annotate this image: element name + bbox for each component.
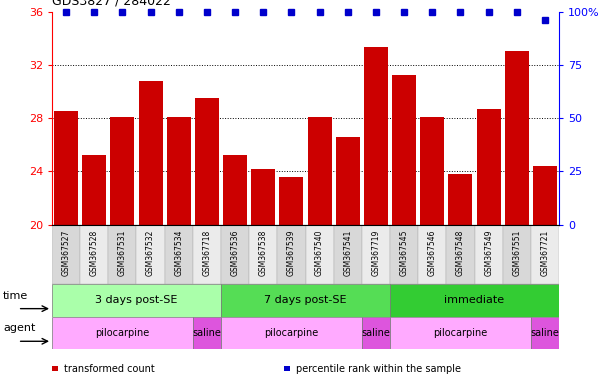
Bar: [193, 225, 221, 284]
Text: pilocarpine: pilocarpine: [265, 328, 318, 338]
Bar: [392, 76, 416, 225]
Bar: [505, 51, 529, 225]
Bar: [420, 117, 444, 225]
Text: saline: saline: [192, 328, 221, 338]
Text: time: time: [3, 291, 28, 301]
Bar: [221, 317, 362, 349]
Text: GSM367551: GSM367551: [512, 229, 521, 276]
Text: GSM367536: GSM367536: [230, 229, 240, 276]
Bar: [475, 225, 503, 284]
Bar: [336, 137, 360, 225]
Bar: [52, 317, 193, 349]
Bar: [531, 225, 559, 284]
Bar: [362, 225, 390, 284]
Bar: [277, 225, 306, 284]
Text: GSM367534: GSM367534: [174, 229, 183, 276]
Text: GSM367540: GSM367540: [315, 229, 324, 276]
Text: GSM367541: GSM367541: [343, 229, 353, 276]
Text: GSM367538: GSM367538: [258, 229, 268, 276]
Bar: [167, 117, 191, 225]
Text: GSM367549: GSM367549: [484, 229, 493, 276]
Bar: [306, 225, 334, 284]
Text: percentile rank within the sample: percentile rank within the sample: [296, 364, 461, 374]
Text: 7 days post-SE: 7 days post-SE: [264, 295, 347, 306]
Bar: [390, 317, 531, 349]
Text: GSM367548: GSM367548: [456, 229, 465, 276]
Text: 3 days post-SE: 3 days post-SE: [95, 295, 178, 306]
Bar: [503, 225, 531, 284]
Bar: [418, 225, 447, 284]
Bar: [52, 284, 221, 317]
Bar: [221, 225, 249, 284]
Text: GSM367721: GSM367721: [541, 229, 549, 276]
Bar: [448, 174, 472, 225]
Text: pilocarpine: pilocarpine: [95, 328, 150, 338]
Bar: [221, 284, 390, 317]
Bar: [279, 177, 304, 225]
Text: immediate: immediate: [444, 295, 505, 306]
Text: saline: saline: [362, 328, 390, 338]
Bar: [195, 98, 219, 225]
Bar: [362, 317, 390, 349]
Bar: [82, 156, 106, 225]
Bar: [52, 225, 80, 284]
Text: GSM367532: GSM367532: [146, 229, 155, 276]
Bar: [249, 225, 277, 284]
Bar: [54, 111, 78, 225]
Bar: [136, 225, 164, 284]
Bar: [364, 48, 388, 225]
Bar: [390, 225, 418, 284]
Text: GSM367718: GSM367718: [202, 229, 211, 276]
Bar: [111, 117, 134, 225]
Bar: [251, 169, 275, 225]
Text: GSM367531: GSM367531: [118, 229, 127, 276]
Bar: [108, 225, 136, 284]
Bar: [193, 317, 221, 349]
Text: GSM367719: GSM367719: [371, 229, 381, 276]
Text: GDS3827 / 284022: GDS3827 / 284022: [52, 0, 171, 8]
Text: GSM367527: GSM367527: [62, 229, 70, 276]
Bar: [334, 225, 362, 284]
Bar: [390, 284, 559, 317]
Text: saline: saline: [530, 328, 560, 338]
Bar: [139, 81, 163, 225]
Bar: [477, 109, 500, 225]
Bar: [307, 117, 332, 225]
Bar: [164, 225, 193, 284]
Text: agent: agent: [3, 323, 35, 333]
Bar: [447, 225, 475, 284]
Bar: [533, 166, 557, 225]
Text: GSM367545: GSM367545: [400, 229, 409, 276]
Text: GSM367546: GSM367546: [428, 229, 437, 276]
Bar: [223, 156, 247, 225]
Text: GSM367528: GSM367528: [90, 229, 99, 276]
Text: pilocarpine: pilocarpine: [433, 328, 488, 338]
Bar: [80, 225, 108, 284]
Text: GSM367539: GSM367539: [287, 229, 296, 276]
Bar: [531, 317, 559, 349]
Text: transformed count: transformed count: [64, 364, 155, 374]
